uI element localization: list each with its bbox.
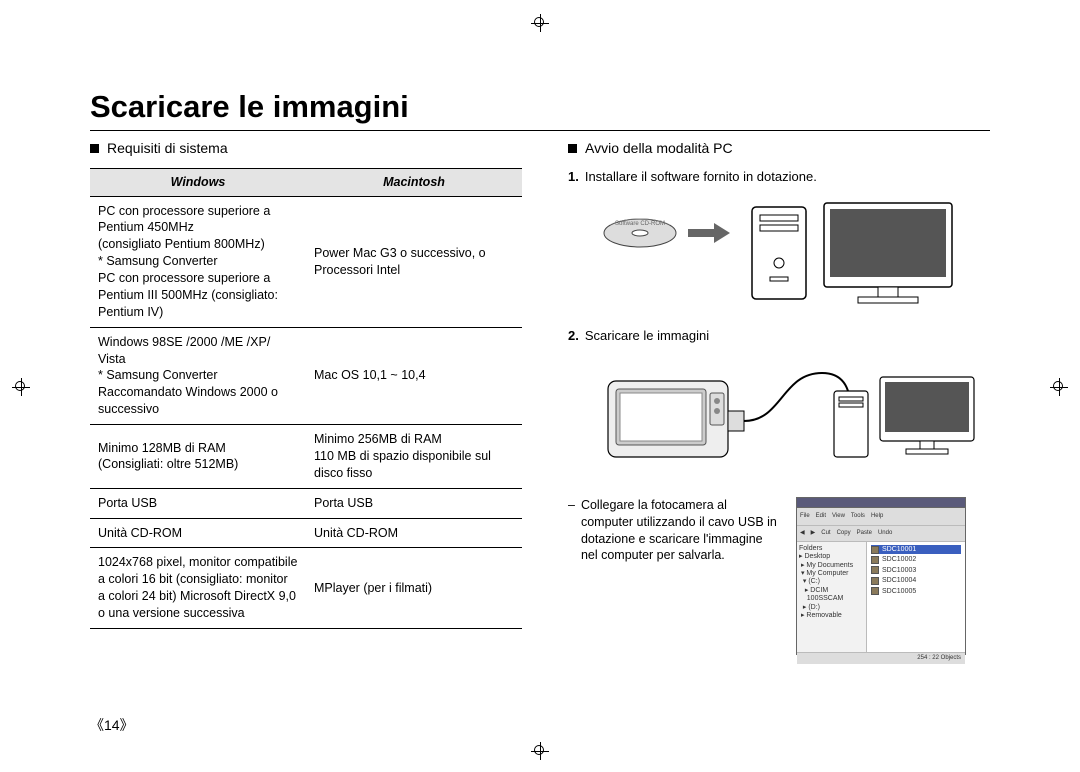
file-explorer-screenshot: FileEditViewToolsHelp ◀▶CutCopyPasteUndo…	[796, 497, 966, 655]
requirements-table: Windows Macintosh PC con processore supe…	[90, 168, 522, 629]
section-title-pcmode: Avvio della modalità PC	[568, 139, 988, 158]
status-bar: 254 : 22 Objects	[797, 652, 965, 664]
file-item: SDC10004	[871, 576, 961, 585]
section-title-text: Avvio della modalità PC	[585, 139, 733, 158]
section-title-text: Requisiti di sistema	[107, 139, 228, 158]
col-header-macintosh: Macintosh	[306, 168, 522, 196]
bullet-icon	[568, 144, 577, 153]
table-cell: Unità CD-ROM	[90, 518, 306, 548]
file-item: SDC10003	[871, 566, 961, 575]
table-cell: Minimo 256MB di RAM 110 MB di spazio dis…	[306, 425, 522, 489]
illustration-download	[602, 353, 988, 483]
step-number: 1.	[568, 168, 579, 186]
file-item: SDC10001	[871, 545, 961, 554]
table-cell: Minimo 128MB di RAM (Consigliati: oltre …	[90, 425, 306, 489]
table-cell: Windows 98SE /2000 /ME /XP/ Vista * Sams…	[90, 327, 306, 424]
table-cell: Power Mac G3 o successivo, o Processori …	[306, 196, 522, 327]
table-cell: 1024x768 pixel, monitor compatibile a co…	[90, 548, 306, 629]
page-title: Scaricare le immagini	[90, 86, 990, 131]
table-cell: Unità CD-ROM	[306, 518, 522, 548]
table-cell: PC con processore superiore a Pentium 45…	[90, 196, 306, 327]
page-number: 《14》	[90, 716, 134, 735]
step-text: Scaricare le immagini	[585, 327, 709, 345]
bullet-icon	[90, 144, 99, 153]
file-item: SDC10005	[871, 587, 961, 596]
cd-label: Software CD-ROM	[615, 221, 665, 227]
file-item: SDC10002	[871, 555, 961, 564]
table-cell: MPlayer (per i filmati)	[306, 548, 522, 629]
section-title-requirements: Requisiti di sistema	[90, 139, 522, 158]
table-cell: Porta USB	[306, 488, 522, 518]
table-cell: Porta USB	[90, 488, 306, 518]
table-cell: Mac OS 10,1 ~ 10,4	[306, 327, 522, 424]
step-number: 2.	[568, 327, 579, 345]
step-text: Installare il software fornito in dotazi…	[585, 168, 817, 186]
caption-text: –Collegare la fotocamera al computer uti…	[568, 497, 778, 655]
col-header-windows: Windows	[90, 168, 306, 196]
illustration-install: Software CD-ROM	[602, 193, 988, 313]
